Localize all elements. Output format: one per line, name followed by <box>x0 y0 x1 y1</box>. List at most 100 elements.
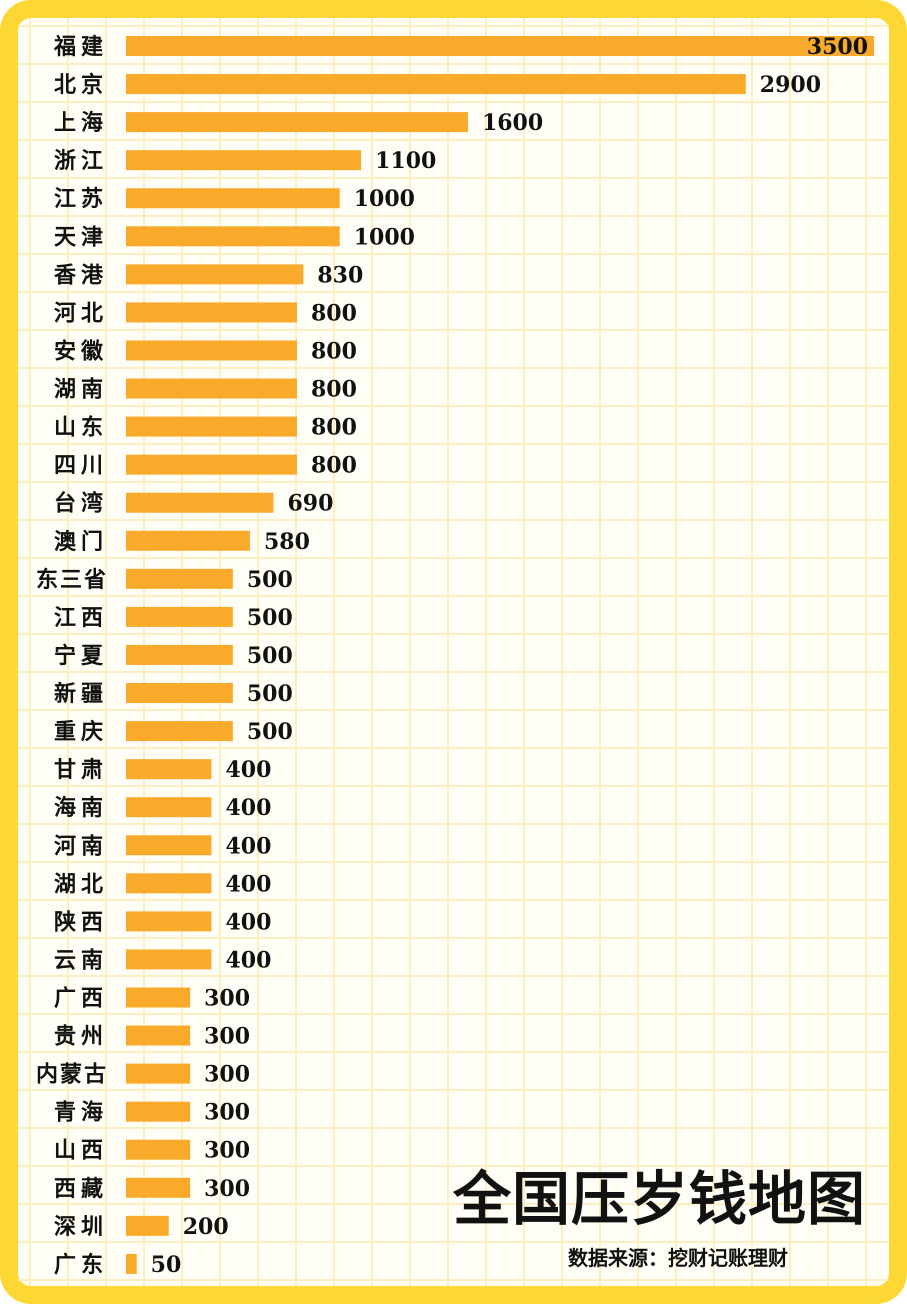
category-label: 广东 <box>54 1252 108 1278</box>
bars <box>126 36 874 1274</box>
value-label: 800 <box>311 338 357 364</box>
bar <box>126 530 250 551</box>
value-label: 300 <box>204 1100 250 1126</box>
value-label: 300 <box>204 986 250 1012</box>
bar <box>126 112 468 133</box>
bar <box>126 683 233 704</box>
bar <box>126 644 233 665</box>
value-label: 400 <box>225 833 271 859</box>
bar <box>126 949 212 970</box>
category-label: 山东 <box>54 415 108 441</box>
value-label: 300 <box>204 1062 250 1088</box>
data-source: 数据来源：挖财记账理财 <box>568 1246 788 1270</box>
category-labels: 福建北京上海浙江江苏天津香港河北安徽湖南山东四川台湾澳门东三省江西宁夏新疆重庆甘… <box>36 34 108 1278</box>
category-label: 青海 <box>54 1100 108 1126</box>
bar <box>126 226 340 247</box>
category-label: 天津 <box>54 224 108 250</box>
value-label: 580 <box>264 529 310 555</box>
value-label: 800 <box>311 415 357 441</box>
category-label: 福建 <box>53 34 108 60</box>
bar <box>126 568 233 589</box>
value-label: 400 <box>225 757 271 783</box>
category-label: 山西 <box>54 1138 108 1164</box>
bar <box>126 1063 191 1084</box>
category-label: 河南 <box>54 833 108 859</box>
bar <box>126 36 874 56</box>
category-label: 江西 <box>54 605 108 631</box>
bar <box>126 911 212 932</box>
bar <box>126 302 297 323</box>
value-label: 800 <box>311 453 357 479</box>
category-label: 深圳 <box>54 1214 108 1240</box>
category-label: 台湾 <box>54 491 108 517</box>
bar <box>126 835 212 856</box>
category-label: 重庆 <box>54 719 108 745</box>
category-label: 海南 <box>54 795 108 821</box>
value-label: 690 <box>287 491 333 517</box>
bar <box>126 1025 191 1046</box>
category-label: 贵州 <box>54 1024 108 1050</box>
bar <box>126 987 191 1008</box>
bar <box>126 797 212 818</box>
bar <box>126 340 297 361</box>
category-label: 陕西 <box>54 909 108 935</box>
category-label: 香港 <box>54 262 108 288</box>
category-label: 甘肃 <box>54 757 108 783</box>
value-label: 800 <box>311 300 357 326</box>
category-label: 北京 <box>54 72 108 98</box>
value-label: 1000 <box>354 186 415 212</box>
value-label: 500 <box>247 681 293 707</box>
value-label: 1100 <box>375 148 436 174</box>
category-label: 上海 <box>54 110 108 136</box>
category-label: 四川 <box>54 453 108 479</box>
value-label: 400 <box>225 871 271 897</box>
value-labels: 3500 2900 1600 1100 1000 1000 830 800 800 800 800 8… <box>151 34 868 1278</box>
value-label: 400 <box>225 947 271 973</box>
category-label: 新疆 <box>54 681 108 707</box>
value-label: 200 <box>183 1214 229 1240</box>
bar <box>126 1177 191 1198</box>
bar <box>126 1101 191 1122</box>
bar <box>126 378 297 399</box>
category-label: 安徽 <box>54 338 108 364</box>
category-label: 河北 <box>54 300 108 326</box>
value-label: 300 <box>204 1138 250 1164</box>
category-label: 湖北 <box>54 871 108 897</box>
bar <box>126 264 304 285</box>
bar <box>126 1139 191 1160</box>
bar <box>126 606 233 627</box>
bar <box>126 1215 169 1236</box>
value-label: 500 <box>247 643 293 669</box>
category-label: 内蒙古 <box>36 1062 108 1088</box>
chart-title: 全国压岁钱地图 <box>452 1165 866 1233</box>
category-label: 西藏 <box>54 1176 108 1202</box>
bar <box>126 150 362 171</box>
bar <box>126 759 212 780</box>
category-label: 云南 <box>54 947 108 973</box>
bar <box>126 188 340 209</box>
category-label: 澳门 <box>54 529 108 555</box>
bar <box>126 721 233 742</box>
category-label: 湖南 <box>54 377 108 403</box>
value-label: 3500 <box>807 34 868 60</box>
category-label: 宁夏 <box>54 643 108 669</box>
value-label: 300 <box>204 1024 250 1050</box>
bar <box>126 873 212 894</box>
bar <box>126 454 297 475</box>
value-label: 2900 <box>760 72 821 98</box>
category-label: 东三省 <box>36 567 108 593</box>
value-label: 800 <box>311 377 357 403</box>
value-label: 50 <box>151 1252 182 1278</box>
bar <box>126 416 297 437</box>
value-label: 1600 <box>482 110 543 136</box>
category-label: 浙江 <box>54 148 108 174</box>
value-label: 400 <box>225 909 271 935</box>
bar <box>126 74 746 95</box>
value-label: 830 <box>317 262 363 288</box>
bar <box>126 492 274 513</box>
value-label: 1000 <box>354 224 415 250</box>
value-label: 300 <box>204 1176 250 1202</box>
category-label: 广西 <box>54 986 108 1012</box>
